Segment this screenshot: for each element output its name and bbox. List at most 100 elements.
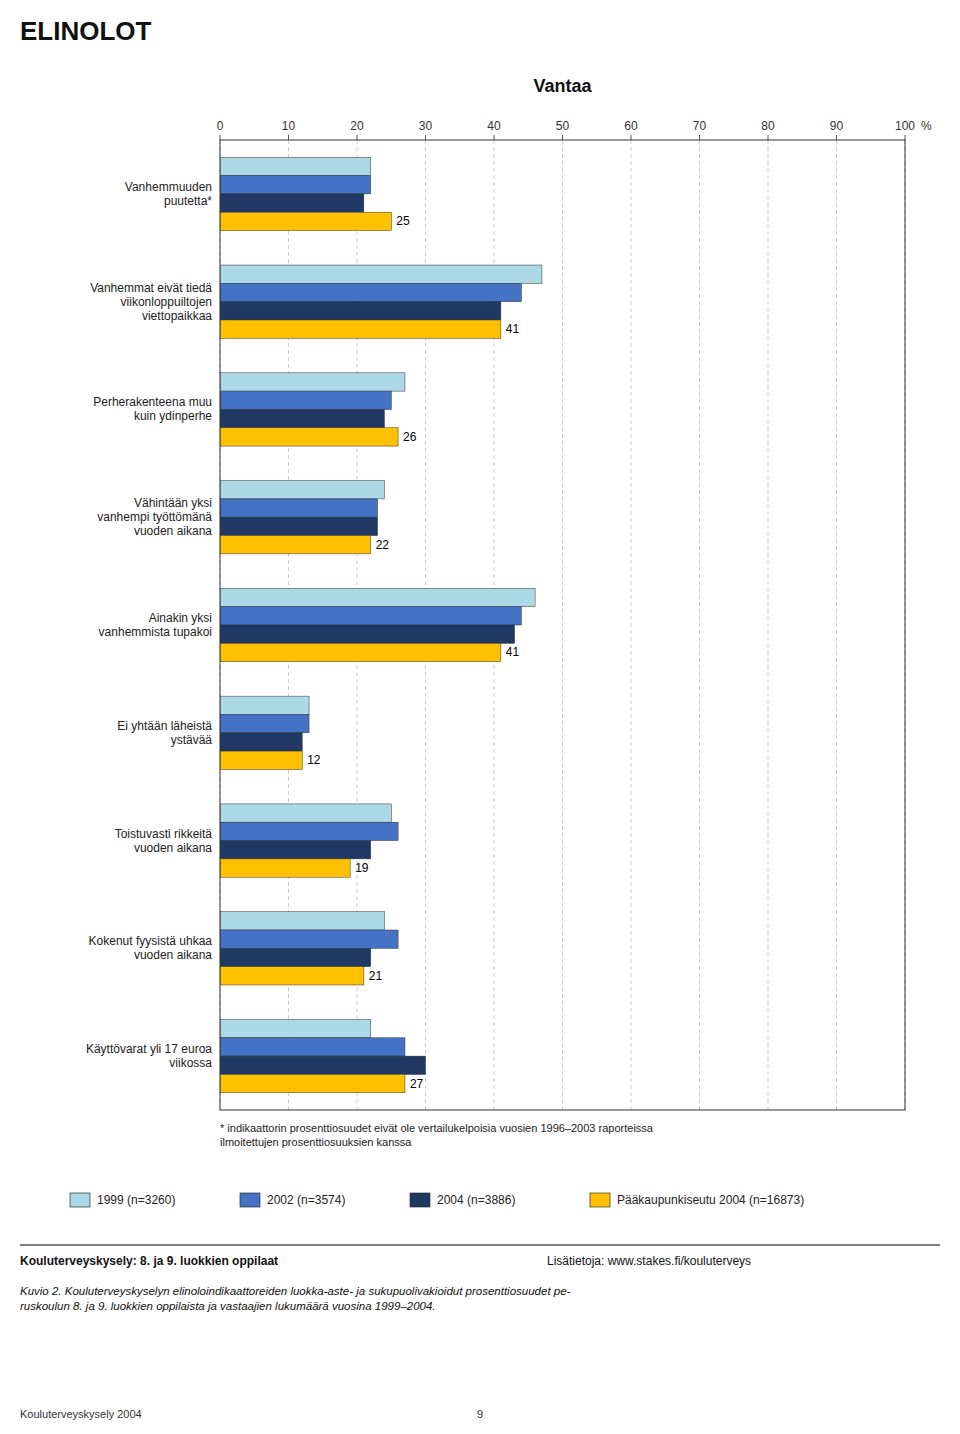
text-line: viikonloppuiltojen <box>121 295 212 309</box>
legend-label: 2002 (n=3574) <box>267 1193 345 1207</box>
bar <box>220 625 515 643</box>
plot-frame <box>220 140 905 1110</box>
bar <box>220 391 391 409</box>
grid-line <box>631 140 632 1110</box>
text-line: Vanhemmat eivät tiedä <box>90 281 212 295</box>
title: Vantaa <box>533 76 592 96</box>
text-line: Ainakin yksi <box>149 611 212 625</box>
bar <box>220 859 350 877</box>
axis-label: % <box>921 119 932 133</box>
tick-label: 80 <box>761 119 775 133</box>
grid-line <box>836 140 837 1110</box>
bar <box>220 607 521 625</box>
bar <box>220 1074 405 1092</box>
text-line: Vähintään yksi <box>134 496 212 510</box>
data-label: 27 <box>410 1077 424 1091</box>
text-line: ystävää <box>171 733 213 747</box>
grid-line <box>768 140 769 1110</box>
bar <box>220 176 371 194</box>
legend-swatch <box>590 1193 610 1207</box>
x-axis: 0102030405060708090100% <box>217 119 932 140</box>
bar <box>220 841 371 859</box>
bar <box>220 373 405 391</box>
tick-label: 40 <box>487 119 501 133</box>
legend-swatch <box>410 1193 430 1207</box>
tick-mark <box>288 135 289 140</box>
tick-mark <box>699 135 700 140</box>
data-label: 21 <box>369 969 383 983</box>
data-label: 12 <box>307 753 321 767</box>
bar <box>220 499 378 517</box>
text-line: Kokenut fyysistä uhkaa <box>89 934 213 948</box>
category-label: Vanhemmuudenpuutetta* <box>125 180 212 208</box>
grid-line <box>562 140 563 1110</box>
bar <box>220 1056 426 1074</box>
tick-mark <box>836 135 837 140</box>
text-line: Käyttövarat yli 17 euroa <box>86 1042 212 1056</box>
bar <box>220 733 302 751</box>
text-line: viikossa <box>169 1056 212 1070</box>
bar <box>220 481 384 499</box>
category-label: Ei yhtään läheistäystävää <box>117 719 212 747</box>
text-line: ruskoulun 8. ja 9. luokkien oppilaista j… <box>20 1300 436 1312</box>
bar <box>220 930 398 948</box>
tick-mark <box>905 135 906 140</box>
text-line: Perherakenteena muu <box>93 395 212 409</box>
tick-mark <box>631 135 632 140</box>
text-line: Ei yhtään läheistä <box>117 719 212 733</box>
bar <box>220 751 302 769</box>
tick-label: 100 <box>895 119 915 133</box>
page-number: 9 <box>477 1408 483 1420</box>
bar <box>220 517 378 535</box>
text-line: Vanhemmuuden <box>125 180 212 194</box>
legend: 1999 (n=3260)2002 (n=3574)2004 (n=3886)P… <box>70 1193 804 1207</box>
data-label: 22 <box>376 538 390 552</box>
bar <box>220 714 309 732</box>
tick-label: 90 <box>830 119 844 133</box>
tick-mark <box>494 135 495 140</box>
bar <box>220 194 364 212</box>
text-line: * indikaattorin prosenttiosuudet eivät o… <box>220 1122 654 1134</box>
legend-swatch <box>240 1193 260 1207</box>
source-left: Kouluterveyskysely: 8. ja 9. luokkien op… <box>20 1254 278 1268</box>
tick-label: 0 <box>217 119 224 133</box>
tick-mark <box>357 135 358 140</box>
data-label: 41 <box>506 645 520 659</box>
text-line: viettopaikkaa <box>142 309 212 323</box>
chart: ELINOLOTVantaa0102030405060708090100%254… <box>0 0 960 1434</box>
text-line: Kuvio 2. Kouluterveyskyselyn elinoloindi… <box>20 1285 571 1297</box>
legend-label: 2004 (n=3886) <box>437 1193 515 1207</box>
text-line: Toistuvasti rikkeitä <box>115 827 213 841</box>
category-label: Vähintään yksivanhempi työttömänävuoden … <box>97 496 212 538</box>
category-label: Vanhemmat eivät tiedäviikonloppuiltojenv… <box>90 281 212 323</box>
category-label: Käyttövarat yli 17 euroaviikossa <box>86 1042 212 1070</box>
tick-mark <box>220 135 221 140</box>
text-line: vuoden aikana <box>134 524 212 538</box>
bar <box>220 1019 371 1037</box>
category-label: Kokenut fyysistä uhkaavuoden aikana <box>89 934 213 962</box>
category-label: Perherakenteena muukuin ydinperhe <box>93 395 212 423</box>
source-right: Lisätietoja: www.stakes.fi/kouluterveys <box>547 1254 751 1268</box>
data-label: 26 <box>403 430 417 444</box>
bar <box>220 283 521 301</box>
page-footer-left: Kouluterveyskysely 2004 <box>20 1408 142 1420</box>
bar <box>220 536 371 554</box>
grid-line <box>699 140 700 1110</box>
bars <box>220 157 542 1093</box>
category-label: Ainakin yksivanhemmista tupakoi <box>99 611 212 639</box>
bar <box>220 1038 405 1056</box>
bar <box>220 409 384 427</box>
bar <box>220 804 391 822</box>
bar <box>220 948 371 966</box>
data-label: 19 <box>355 861 369 875</box>
separator <box>20 1245 940 1246</box>
text-line: vuoden aikana <box>134 948 212 962</box>
tick-label: 60 <box>624 119 638 133</box>
data-labels: 254126224112192127 <box>307 214 519 1090</box>
bar <box>220 428 398 446</box>
bar <box>220 912 384 930</box>
category-label: Toistuvasti rikkeitävuoden aikana <box>115 827 213 855</box>
bar <box>220 822 398 840</box>
bar <box>220 696 309 714</box>
data-label: 25 <box>396 214 410 228</box>
